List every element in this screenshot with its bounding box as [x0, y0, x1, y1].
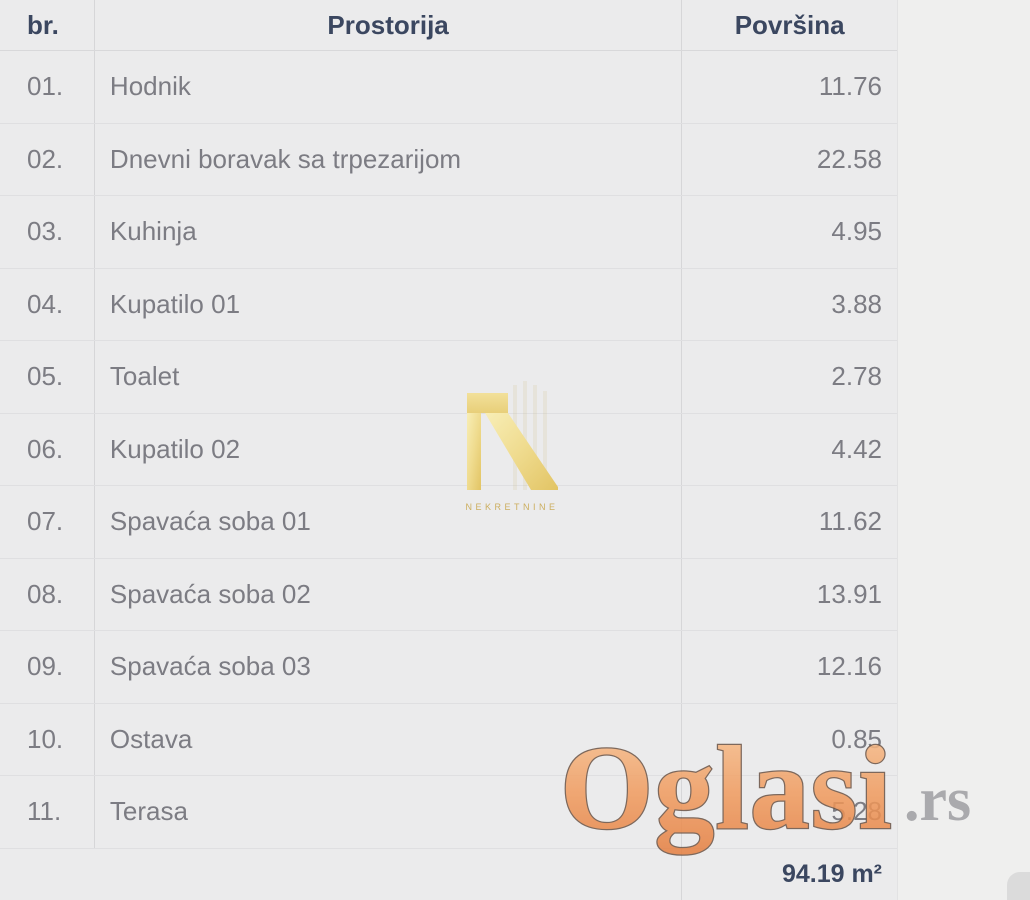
- header-number-column: br.: [0, 0, 95, 50]
- room-name: Dnevni boravak sa trpezarijom: [95, 123, 683, 195]
- room-area: 3.88: [831, 288, 882, 319]
- room-name: Terasa: [95, 776, 683, 848]
- table-row: 09. Spavaća soba 03 12.16: [0, 631, 897, 704]
- room-area: 11.76: [818, 71, 882, 102]
- room-name: Kupatilo 02: [95, 413, 683, 485]
- table-footer-row: 94.19 m²: [0, 848, 897, 900]
- row-number: 06.: [0, 413, 95, 485]
- room-area: 5.28: [831, 796, 882, 827]
- table-row: 10. Ostava 0.85: [0, 703, 897, 776]
- room-name: Spavaća soba 01: [95, 486, 683, 558]
- table-row: 07. Spavaća soba 01 11.62: [0, 486, 897, 559]
- room-area: 13.91: [816, 578, 882, 609]
- row-number: 01.: [0, 51, 95, 123]
- room-area: 12.16: [816, 651, 882, 682]
- room-name: Kupatilo 01: [95, 268, 683, 340]
- row-number: 11.: [0, 776, 95, 848]
- header-area-column: Površina: [734, 9, 845, 40]
- table-body: 01. Hodnik 11.76 02. Dnevni boravak sa t…: [0, 51, 897, 849]
- room-name: Spavaća soba 02: [95, 558, 683, 630]
- row-number: 02.: [0, 123, 95, 195]
- room-area: 0.85: [831, 723, 882, 754]
- table-row: 11. Terasa 5.28: [0, 776, 897, 849]
- room-area: 11.62: [818, 506, 882, 537]
- table-row: 02. Dnevni boravak sa trpezarijom 22.58: [0, 123, 897, 196]
- row-number: 07.: [0, 486, 95, 558]
- row-number: 08.: [0, 558, 95, 630]
- table-row: 08. Spavaća soba 02 13.91: [0, 558, 897, 631]
- header-room-column: Prostorija: [95, 0, 683, 50]
- table-row: 06. Kupatilo 02 4.42: [0, 413, 897, 486]
- table-row: 04. Kupatilo 01 3.88: [0, 268, 897, 341]
- room-name: Hodnik: [95, 51, 683, 123]
- floating-button-peek[interactable]: [1007, 872, 1030, 900]
- row-number: 05.: [0, 341, 95, 413]
- room-name: Kuhinja: [95, 196, 683, 268]
- oglasi-site-tld: .rs: [904, 766, 971, 834]
- row-number: 04.: [0, 268, 95, 340]
- table-row: 01. Hodnik 11.76: [0, 51, 897, 124]
- room-area: 2.78: [831, 361, 882, 392]
- footer-spacer: [0, 848, 683, 900]
- row-number: 03.: [0, 196, 95, 268]
- total-area-value: 94.19 m²: [781, 859, 882, 888]
- room-name: Toalet: [95, 341, 683, 413]
- table-row: 05. Toalet 2.78: [0, 341, 897, 414]
- row-number: 10.: [0, 703, 95, 775]
- room-name: Spavaća soba 03: [95, 631, 683, 703]
- room-area: 4.95: [831, 216, 882, 247]
- table-header-row: br. Prostorija Površina: [0, 0, 897, 51]
- room-area: 4.42: [831, 433, 882, 464]
- room-name: Ostava: [95, 703, 683, 775]
- row-number: 09.: [0, 631, 95, 703]
- room-area-table: br. Prostorija Površina 01. Hodnik 11.76…: [0, 0, 898, 900]
- table-row: 03. Kuhinja 4.95: [0, 196, 897, 269]
- room-area: 22.58: [816, 143, 882, 174]
